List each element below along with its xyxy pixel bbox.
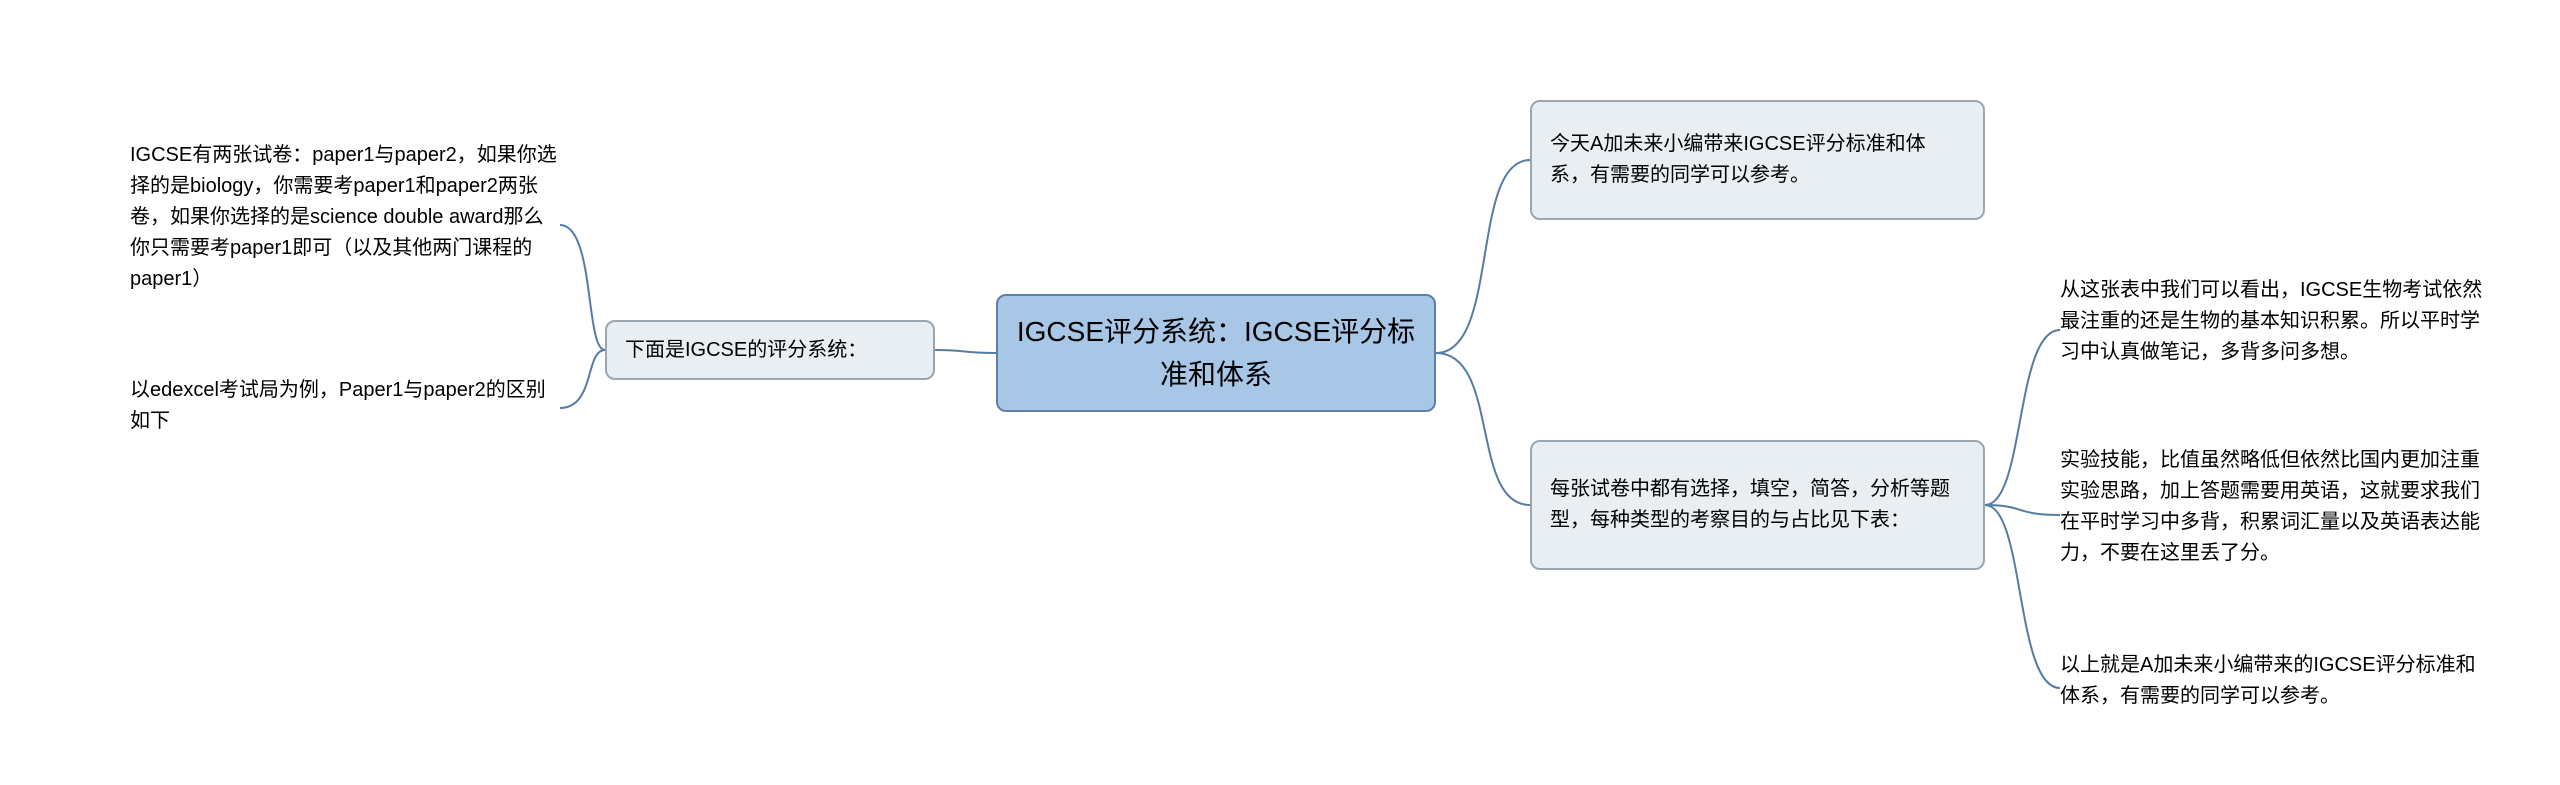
edge-center-leftsub <box>935 350 996 353</box>
leaf-left-top[interactable]: IGCSE有两张试卷：paper1与paper2，如果你选择的是biology，… <box>130 140 560 295</box>
right-bottom-node[interactable]: 每张试卷中都有选择，填空，简答，分析等题型，每种类型的考察目的与占比见下表： <box>1530 440 1985 570</box>
leaf-left-bottom[interactable]: 以edexcel考试局为例，Paper1与paper2的区别如下 <box>130 375 560 437</box>
edge-center-righttop <box>1436 160 1530 353</box>
leaf-right-3[interactable]: 以上就是A加未来小编带来的IGCSE评分标准和体系，有需要的同学可以参考。 <box>2060 650 2490 712</box>
center-node[interactable]: IGCSE评分系统：IGCSE评分标准和体系 <box>996 294 1436 412</box>
edge-rightbottom-leaf3 <box>1985 505 2060 688</box>
edge-leftsub-leaftop <box>560 225 605 350</box>
leaf-right-1[interactable]: 从这张表中我们可以看出，IGCSE生物考试依然最注重的还是生物的基本知识积累。所… <box>2060 275 2490 368</box>
right-top-node[interactable]: 今天A加未来小编带来IGCSE评分标准和体系，有需要的同学可以参考。 <box>1530 100 1985 220</box>
left-sub-node[interactable]: 下面是IGCSE的评分系统： <box>605 320 935 380</box>
edge-leftsub-leafbottom <box>560 350 605 408</box>
edge-rightbottom-leaf1 <box>1985 330 2060 505</box>
leaf-right-2[interactable]: 实验技能，比值虽然略低但依然比国内更加注重实验思路，加上答题需要用英语，这就要求… <box>2060 445 2490 569</box>
edge-center-rightbottom <box>1436 353 1530 505</box>
mindmap-canvas: IGCSE评分系统：IGCSE评分标准和体系 今天A加未来小编带来IGCSE评分… <box>0 0 2560 785</box>
edge-rightbottom-leaf2 <box>1985 505 2060 515</box>
